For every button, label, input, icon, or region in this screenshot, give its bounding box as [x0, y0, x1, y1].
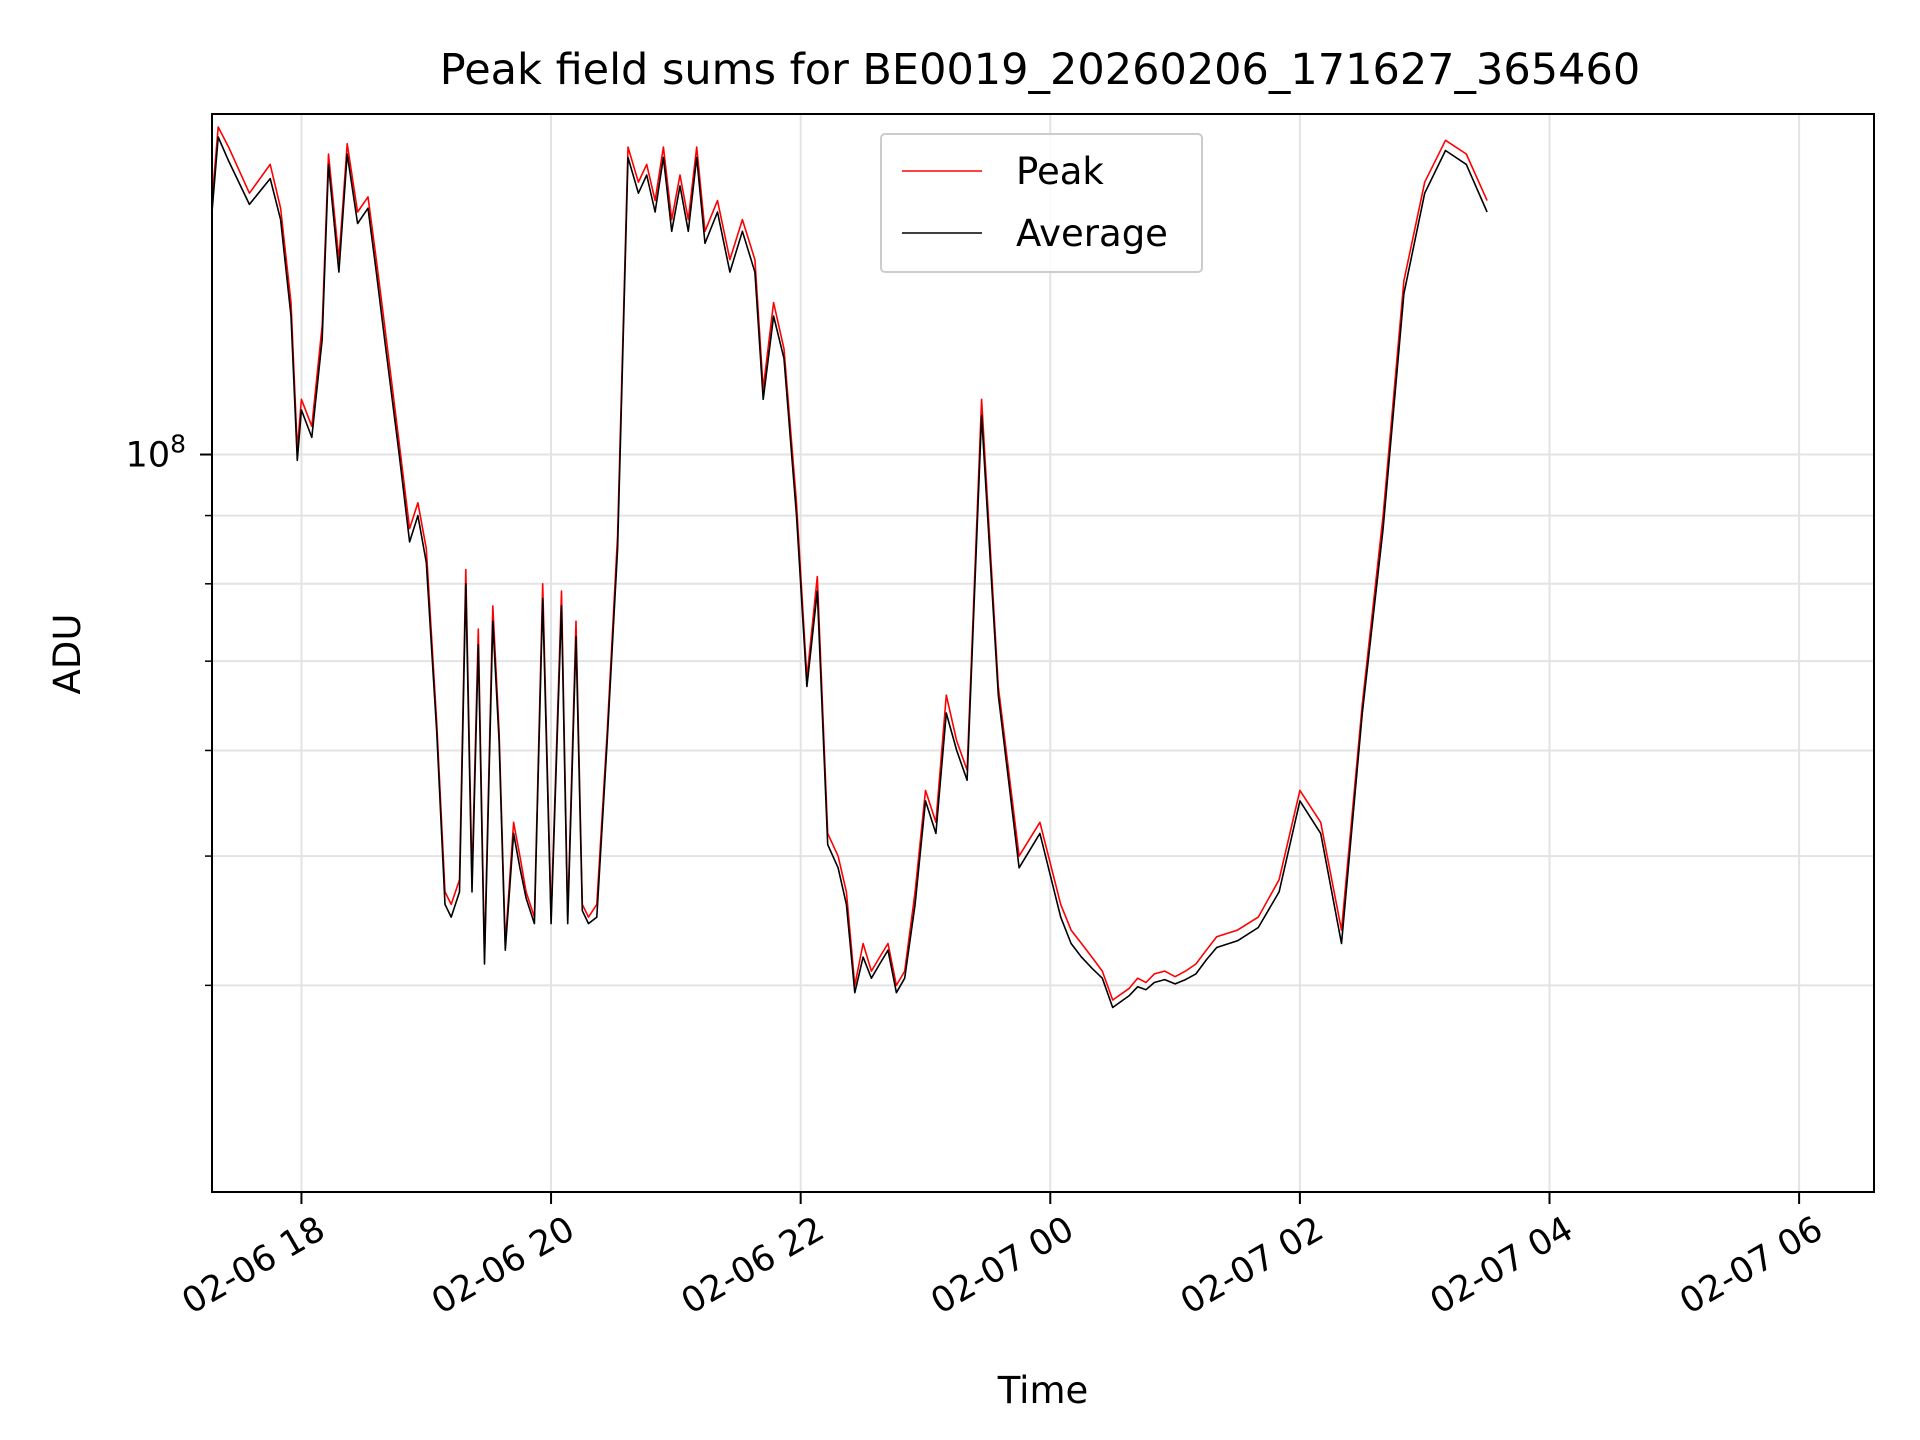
plot-frame	[211, 113, 1875, 1193]
legend-label-average: Average	[1016, 212, 1168, 255]
series-lines	[211, 126, 1488, 1009]
y-axis-ticks: 108	[126, 430, 212, 987]
chart-title: Peak field sums for BE0019_20260206_1716…	[440, 45, 1640, 95]
x-axis-label: Time	[997, 1369, 1089, 1412]
grid	[212, 114, 1874, 1192]
legend-box	[880, 133, 1203, 273]
y-axis-label: ADU	[46, 614, 89, 695]
y-tick-label: 108	[126, 430, 186, 476]
legend: Peak Average	[880, 133, 1203, 273]
legend-label-peak: Peak	[1016, 150, 1104, 193]
series-line-peak	[211, 126, 1488, 1001]
series-line-average	[211, 136, 1488, 1009]
